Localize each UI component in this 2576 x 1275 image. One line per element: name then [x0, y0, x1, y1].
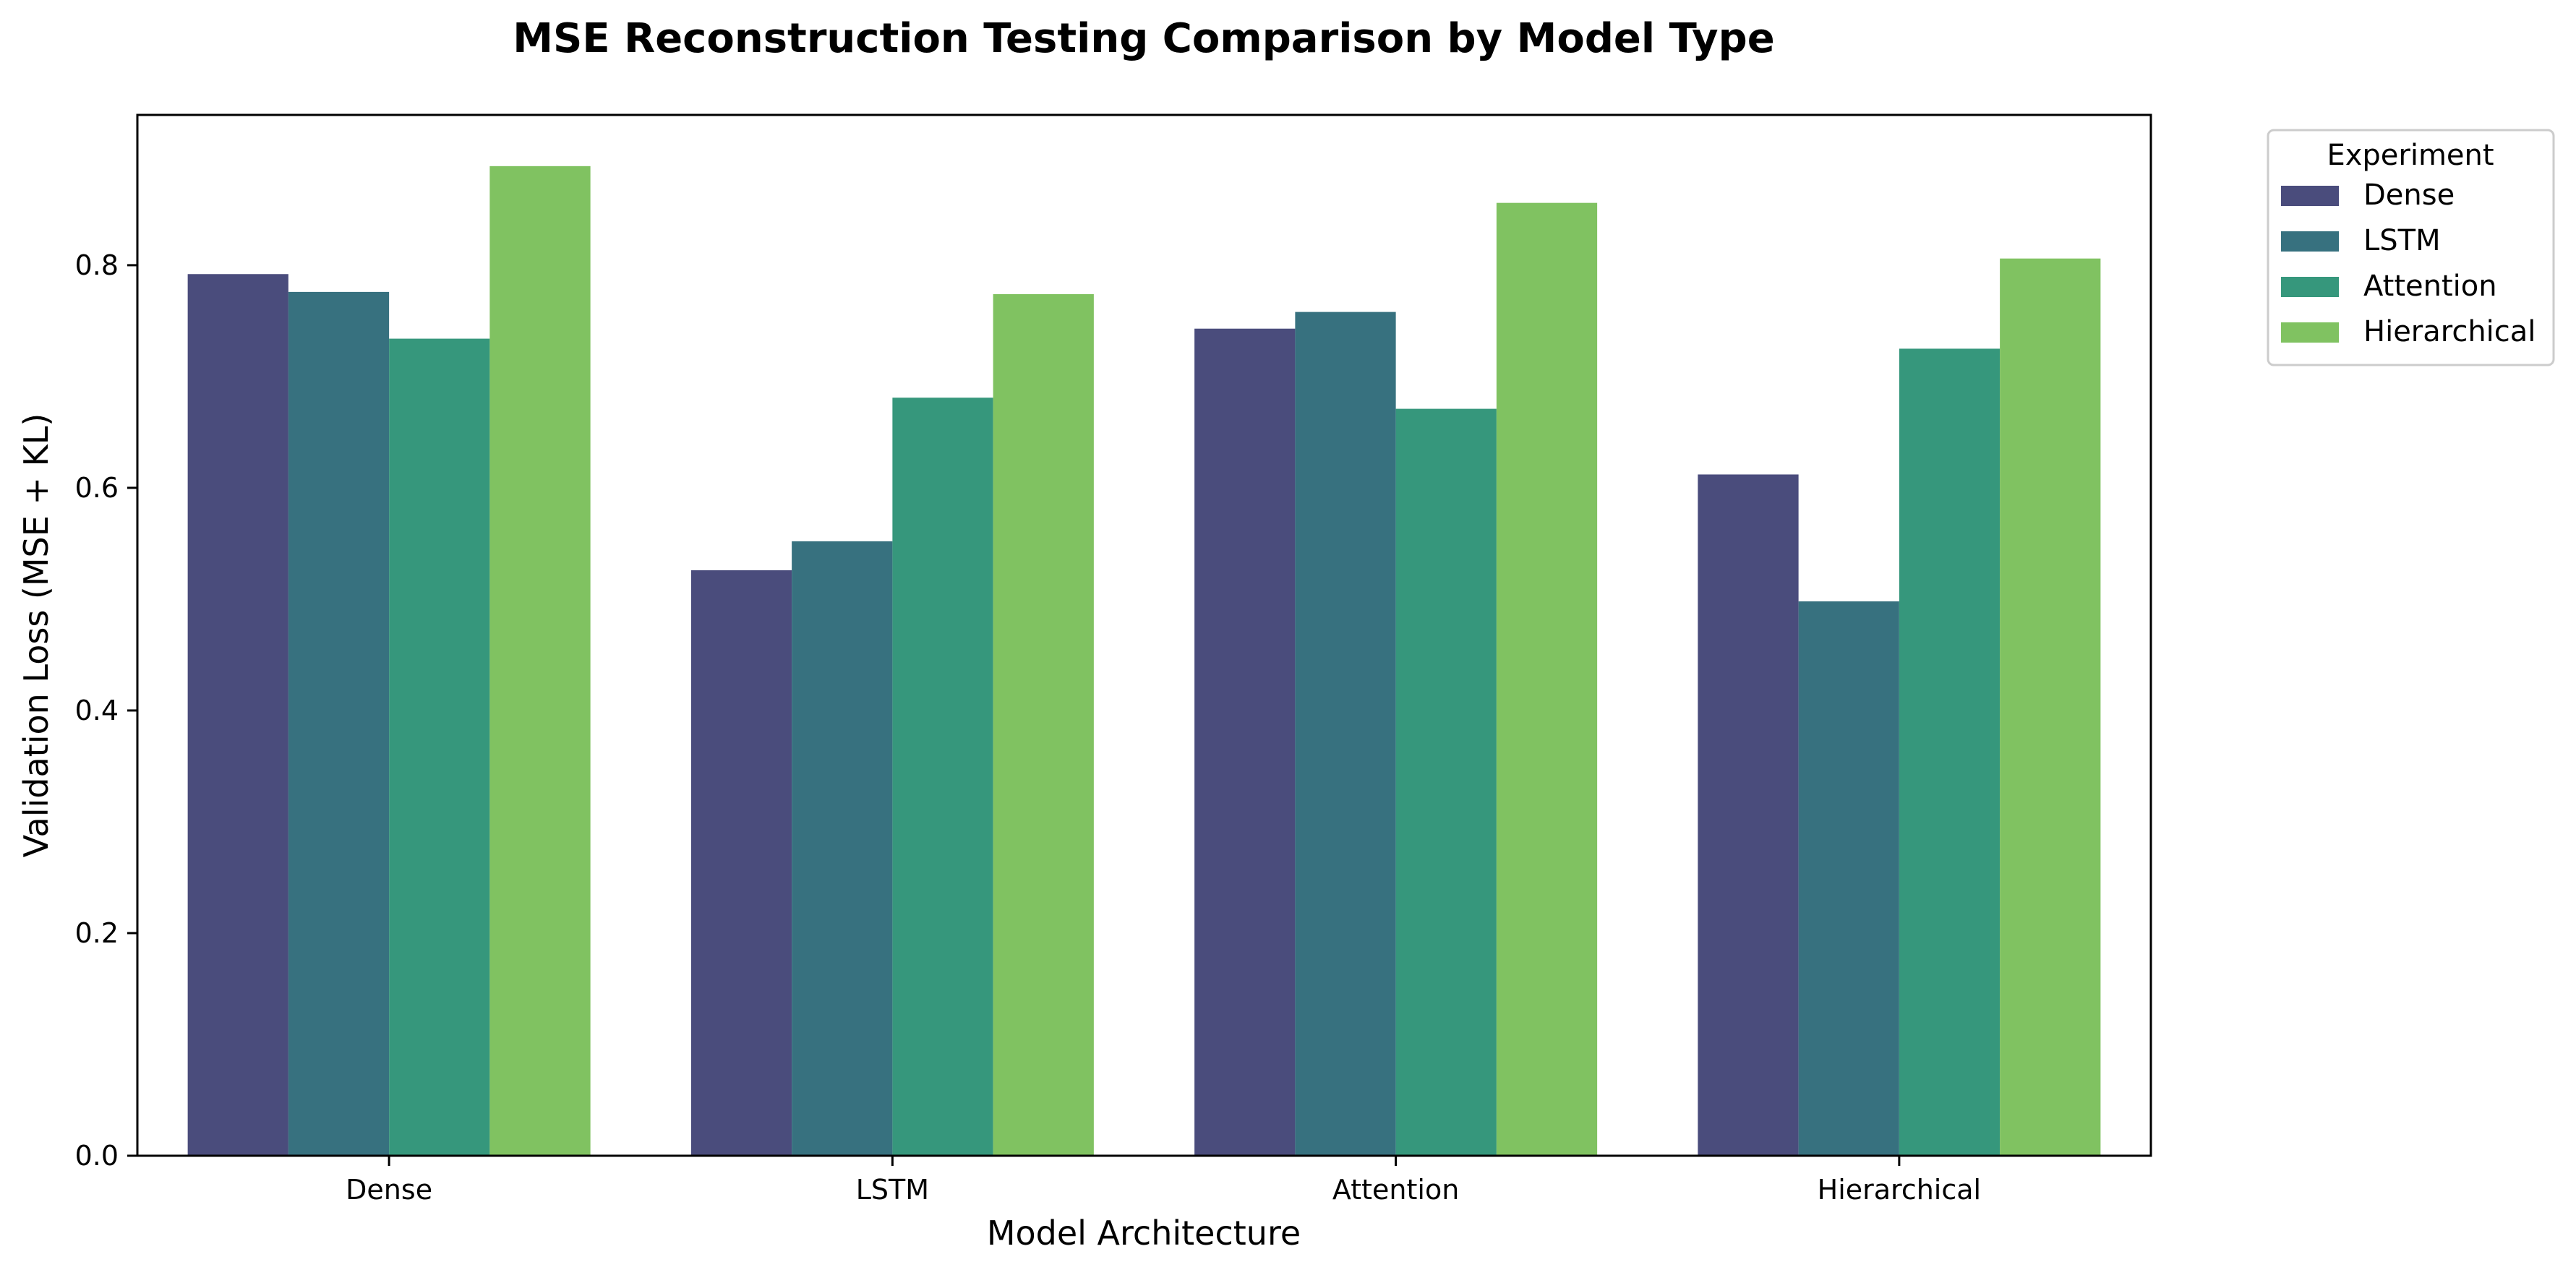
legend-title: Experiment — [2327, 139, 2494, 172]
x-tick-label: Dense — [346, 1174, 432, 1206]
bar-attention-dense — [1194, 328, 1296, 1156]
bar-lstm-lstm — [792, 541, 893, 1156]
x-axis-label: Model Architecture — [987, 1214, 1301, 1253]
bars-group — [187, 166, 2101, 1156]
legend-box — [2267, 129, 2555, 366]
legend-label-hierarchical: Hierarchical — [2363, 315, 2536, 348]
x-axis-ticks: Dense LSTM Attention Hierarchical — [346, 1156, 1981, 1206]
bar-hierarchical-lstm — [1798, 601, 1899, 1156]
x-tick-label: Hierarchical — [1818, 1174, 1981, 1206]
bar-hierarchical-attention — [1899, 348, 2001, 1156]
legend-items: Dense LSTM Attention Hierarchical — [2281, 179, 2536, 348]
y-axis-label: Validation Loss (MSE + KL) — [17, 413, 56, 858]
plot-area-frame — [136, 113, 2152, 1157]
y-tick-label: 0.6 — [75, 472, 119, 504]
legend-label-lstm: LSTM — [2363, 224, 2441, 257]
chart-title: MSE Reconstruction Testing Comparison by… — [513, 15, 1774, 62]
y-tick-label: 0.2 — [75, 917, 119, 949]
bar-dense-attention — [389, 338, 490, 1156]
bar-lstm-attention — [892, 398, 993, 1156]
y-tick-label: 0.4 — [75, 695, 119, 726]
bar-dense-dense — [187, 274, 288, 1156]
y-tick-label: 0.8 — [75, 249, 119, 281]
bar-lstm-dense — [690, 570, 792, 1156]
x-tick-label: LSTM — [856, 1174, 929, 1206]
legend-label-dense: Dense — [2363, 179, 2455, 212]
legend-swatch-dense — [2281, 186, 2339, 206]
bar-dense-lstm — [288, 291, 390, 1156]
legend-swatch-attention — [2281, 277, 2339, 297]
y-axis-ticks: 0.0 0.2 0.4 0.6 0.8 — [75, 249, 137, 1172]
bar-hierarchical-dense — [1698, 474, 1799, 1156]
legend: Experiment Dense LSTM Attention Hierarchica… — [2267, 129, 2555, 366]
bar-hierarchical-hierarchical — [2000, 258, 2101, 1156]
y-tick-label: 0.0 — [75, 1140, 119, 1172]
bar-lstm-hierarchical — [993, 293, 1094, 1156]
legend-swatch-lstm — [2281, 231, 2339, 252]
bar-attention-lstm — [1295, 312, 1396, 1156]
bar-dense-hierarchical — [489, 166, 591, 1156]
legend-swatch-hierarchical — [2281, 322, 2339, 343]
bar-attention-attention — [1395, 408, 1497, 1156]
bar-attention-hierarchical — [1496, 202, 1598, 1156]
legend-label-attention: Attention — [2363, 270, 2497, 303]
x-tick-label: Attention — [1332, 1174, 1459, 1206]
